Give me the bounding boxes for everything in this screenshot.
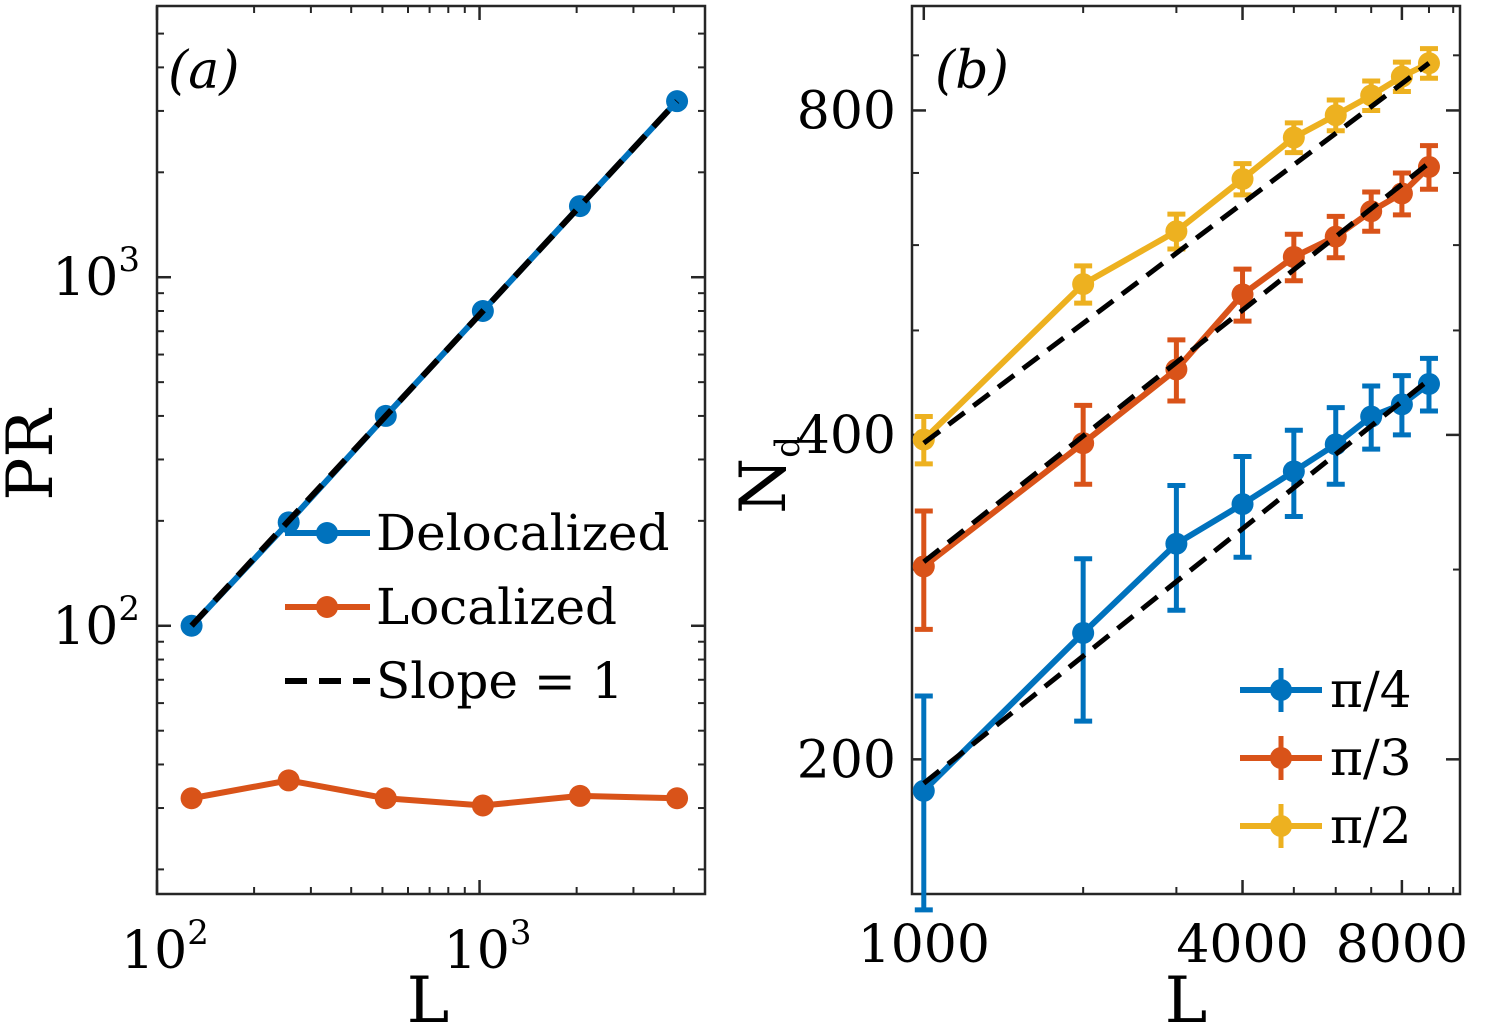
- panel-b-fit-line: [922, 61, 1431, 446]
- panel-a-legend-label: Delocalized: [376, 504, 670, 562]
- panel-b-data-point: [1390, 393, 1413, 416]
- panel-a-slope-line: [189, 99, 680, 628]
- panel-b-x-tick-label: 8000: [1336, 915, 1468, 975]
- panel-a-x-tick-label-exp: 3: [510, 913, 532, 953]
- panel-b-data-point: [1165, 532, 1188, 555]
- panel-b-legend-label: π/2: [1330, 797, 1412, 855]
- panel-b-fit-line: [922, 377, 1431, 786]
- panel-a-x-tick-label-base: 10: [121, 921, 187, 981]
- panel-a-data-point: [180, 787, 203, 810]
- panel-b-data-point: [1231, 283, 1254, 306]
- panel-a-x-tick-label: 102: [121, 913, 209, 981]
- panel-a-legend-marker: [316, 596, 338, 618]
- panel-b-data-point: [1417, 155, 1440, 178]
- panel-b-data-point: [1324, 104, 1347, 127]
- panel-a-legend: Delocalized Localized Slope = 1: [285, 504, 670, 710]
- panel-a-x-tick-label-base: 10: [444, 921, 510, 981]
- panel-b-data-point: [1072, 273, 1095, 296]
- svg-text:Nd: Nd: [727, 436, 808, 514]
- panel-b-data-point: [1360, 405, 1383, 428]
- panel-b-legend-marker: [1270, 747, 1292, 769]
- panel-b-y-tick-label: 400: [797, 406, 896, 466]
- panel-b-data-point: [1417, 372, 1440, 395]
- panel-b-legend-marker: [1270, 679, 1292, 701]
- panel-a-data-point: [374, 787, 397, 810]
- panel-a-y-tick-label-base: 10: [52, 597, 118, 657]
- panel-b-data-point: [1282, 460, 1305, 483]
- panel-b-y-label-main: N: [727, 458, 801, 514]
- panel-b-legend-marker: [1270, 815, 1292, 837]
- panel-b-y-axis-label: Nd: [727, 436, 808, 514]
- panel-a-frame: [155, 4, 707, 896]
- panel-a-y-tick-label-exp: 2: [118, 589, 140, 629]
- panel-a-y-tick-label: 103: [52, 240, 140, 308]
- panel-b-data-point: [1231, 168, 1254, 191]
- panel-b-y-label-sub: d: [768, 436, 808, 458]
- panel-a-data-point: [568, 784, 591, 807]
- panel-a-legend-label: Localized: [376, 578, 617, 636]
- panel-b-data-point: [912, 428, 935, 451]
- panel-b-data-point: [1231, 493, 1254, 516]
- panel-b-data-point: [1165, 220, 1188, 243]
- panel-a-y-tick-label: 102: [52, 589, 140, 657]
- panel-b-legend: π/4 π/3 π/2: [1240, 661, 1412, 855]
- panel-a-data-point: [666, 787, 689, 810]
- panel-b: 1000 4000 8000 200 400 800 (b) L Nd π/4 π/3 π/2: [727, 4, 1468, 1026]
- panel-b-frame: [910, 4, 1462, 896]
- panel-b-data-point: [912, 779, 935, 802]
- panel-a-legend-marker: [316, 522, 338, 544]
- panel-a-y-tick-label-exp: 3: [118, 240, 140, 280]
- panel-b-data-point: [1282, 126, 1305, 149]
- panel-a-legend-label: Slope = 1: [376, 652, 623, 710]
- panel-b-y-tick-label: 200: [797, 730, 896, 790]
- panel-b-legend-label: π/4: [1330, 661, 1412, 719]
- panel-b-data-point: [912, 555, 935, 578]
- panel-a-data-point: [471, 794, 494, 817]
- panel-b-lines: [912, 46, 1440, 913]
- panel-b-label: (b): [935, 41, 1009, 101]
- panel-a-y-axis-label: PR: [0, 408, 68, 501]
- panel-a-data-point: [277, 769, 300, 792]
- panel-b-data-point: [1072, 621, 1095, 644]
- panel-b-fit-line: [922, 161, 1431, 564]
- panel-a-x-tick-label-exp: 2: [187, 913, 209, 953]
- panel-a-x-axis-label: L: [407, 964, 450, 1026]
- panel-b-legend-label: π/3: [1330, 729, 1412, 787]
- panel-a-ticks: [155, 6, 705, 894]
- panel-a-x-tick-label: 103: [444, 913, 532, 981]
- panel-a-lines: [180, 90, 689, 817]
- panel-b-x-tick-label: 4000: [1176, 915, 1308, 975]
- panel-b-tick-labels: 1000 4000 8000 200 400 800: [797, 81, 1468, 975]
- panel-b-x-tick-label: 1000: [858, 915, 990, 975]
- panel-a-label: (a): [168, 41, 240, 101]
- panel-b-y-tick-label: 800: [797, 81, 896, 141]
- panel-b-x-axis-label: L: [1165, 964, 1208, 1026]
- panel-a-series-line-1: [191, 777, 678, 809]
- panel-a-y-tick-label-base: 10: [52, 248, 118, 308]
